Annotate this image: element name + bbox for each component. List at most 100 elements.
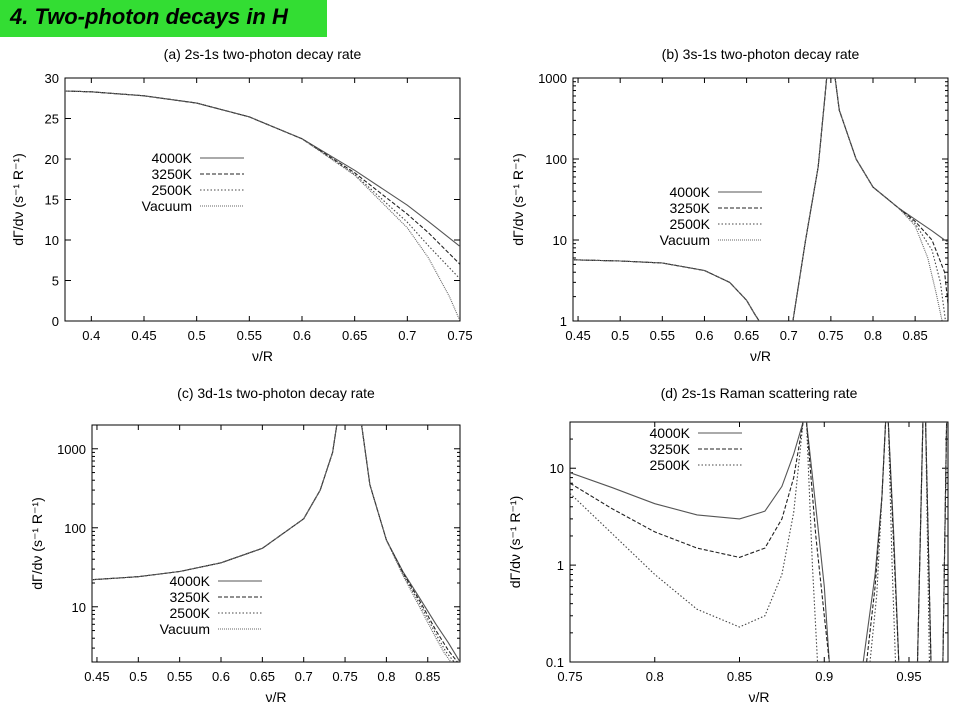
series-line-1 bbox=[92, 425, 458, 662]
legend-label: Vacuum bbox=[160, 621, 210, 637]
x-tick-label: 0.8 bbox=[864, 328, 882, 343]
series-line-0 bbox=[92, 425, 460, 662]
y-tick-label: 0 bbox=[52, 314, 59, 329]
y-tick-label: 10 bbox=[72, 600, 86, 615]
y-axis-label: dΓ/dν (s⁻¹ R⁻¹) bbox=[29, 497, 45, 590]
x-tick-label: 0.55 bbox=[167, 669, 192, 684]
section-banner: 4. Two-photon decays in H bbox=[0, 0, 327, 37]
series-line-1 bbox=[573, 78, 948, 321]
x-axis-label: ν/R bbox=[749, 689, 770, 705]
plot-frame bbox=[572, 77, 949, 322]
chart-panel-0: (a) 2s-1s two-photon decay rate 0.4 0.45 0.… bbox=[10, 46, 473, 364]
y-tick-label: 1 bbox=[560, 314, 567, 329]
x-tick-label: 0.75 bbox=[557, 669, 582, 684]
legend-label: 4000K bbox=[670, 184, 711, 200]
x-tick-label: 0.45 bbox=[565, 328, 590, 343]
chart-title: (d) 2s-1s Raman scattering rate bbox=[661, 385, 858, 401]
x-axis-label: ν/R bbox=[750, 348, 771, 364]
x-tick-label: 0.65 bbox=[250, 669, 275, 684]
y-tick-label: 5 bbox=[52, 274, 59, 289]
x-tick-label: 0.45 bbox=[84, 669, 109, 684]
x-axis-label: ν/R bbox=[266, 689, 287, 705]
legend-label: Vacuum bbox=[660, 232, 710, 248]
x-tick-label: 0.45 bbox=[131, 328, 156, 343]
y-tick-label: 100 bbox=[545, 152, 567, 167]
series-group bbox=[65, 90, 460, 321]
x-tick-label: 0.85 bbox=[727, 669, 752, 684]
x-axis-label: ν/R bbox=[252, 348, 273, 364]
y-tick-label: 1000 bbox=[538, 71, 567, 86]
plot-frame bbox=[64, 77, 461, 322]
x-tick-label: 0.9 bbox=[815, 669, 833, 684]
y-tick-label: 15 bbox=[45, 193, 59, 208]
series-line-2 bbox=[570, 422, 948, 662]
y-axis-label: dΓ/dν (s⁻¹ R⁻¹) bbox=[10, 153, 26, 246]
series-group bbox=[92, 425, 460, 662]
x-tick-label: 0.65 bbox=[734, 328, 759, 343]
legend-label: 2500K bbox=[170, 605, 211, 621]
x-tick-label: 0.7 bbox=[295, 669, 313, 684]
series-line-2 bbox=[92, 425, 455, 662]
y-tick-label: 20 bbox=[45, 152, 59, 167]
x-tick-label: 0.75 bbox=[818, 328, 843, 343]
chart-panel-3: (d) 2s-1s Raman scattering rate 0.75 0.8 0.… bbox=[507, 385, 949, 705]
x-tick-label: 0.85 bbox=[415, 669, 440, 684]
x-tick-label: 0.75 bbox=[332, 669, 357, 684]
series-line-2 bbox=[65, 90, 460, 280]
x-tick-label: 0.75 bbox=[447, 328, 472, 343]
series-line-3 bbox=[65, 90, 460, 321]
series-group bbox=[573, 78, 948, 321]
series-line-2 bbox=[573, 78, 947, 321]
series-line-0 bbox=[65, 90, 460, 247]
y-tick-label: 25 bbox=[45, 112, 59, 127]
legend-label: 3250K bbox=[152, 166, 193, 182]
legend-label: 3250K bbox=[650, 441, 691, 457]
x-tick-label: 0.5 bbox=[188, 328, 206, 343]
y-tick-label: 1000 bbox=[57, 442, 86, 457]
x-tick-label: 0.6 bbox=[695, 328, 713, 343]
x-tick-label: 0.55 bbox=[237, 328, 262, 343]
legend-label: 4000K bbox=[650, 425, 691, 441]
plot-frame bbox=[91, 424, 461, 663]
x-tick-label: 0.6 bbox=[293, 328, 311, 343]
x-tick-label: 0.6 bbox=[212, 669, 230, 684]
y-axis-label: dΓ/dν (s⁻¹ R⁻¹) bbox=[510, 153, 526, 246]
x-tick-label: 0.95 bbox=[896, 669, 921, 684]
page-title: 4. Two-photon decays in H bbox=[10, 4, 288, 29]
legend-label: 3250K bbox=[170, 589, 211, 605]
y-tick-label: 100 bbox=[64, 521, 86, 536]
chart-title: (a) 2s-1s two-photon decay rate bbox=[164, 46, 362, 62]
chart-title: (b) 3s-1s two-photon decay rate bbox=[662, 46, 860, 62]
x-tick-label: 0.7 bbox=[780, 328, 798, 343]
plot-frame bbox=[569, 421, 949, 663]
x-tick-label: 0.7 bbox=[398, 328, 416, 343]
series-group bbox=[570, 422, 948, 662]
legend-label: 2500K bbox=[670, 216, 711, 232]
y-tick-label: 1 bbox=[557, 558, 564, 573]
x-tick-label: 0.55 bbox=[650, 328, 675, 343]
chart-title: (c) 3d-1s two-photon decay rate bbox=[177, 385, 375, 401]
series-line-3 bbox=[573, 78, 943, 321]
chart-panel-1: (b) 3s-1s two-photon decay rate 0.45 0.5 0.… bbox=[510, 46, 949, 364]
legend-label: 4000K bbox=[152, 150, 193, 166]
series-line-1 bbox=[65, 90, 460, 265]
x-tick-label: 0.8 bbox=[377, 669, 395, 684]
x-tick-label: 0.8 bbox=[646, 669, 664, 684]
y-tick-label: 10 bbox=[553, 233, 567, 248]
chart-panel-2: (c) 3d-1s two-photon decay rate 0.45 0.5 0.… bbox=[29, 385, 461, 705]
x-tick-label: 0.4 bbox=[82, 328, 100, 343]
y-tick-label: 30 bbox=[45, 71, 59, 86]
series-line-1 bbox=[570, 422, 948, 662]
series-line-0 bbox=[573, 78, 948, 321]
x-tick-label: 0.65 bbox=[342, 328, 367, 343]
y-tick-label: 10 bbox=[45, 233, 59, 248]
legend-label: 3250K bbox=[670, 200, 711, 216]
legend-label: Vacuum bbox=[142, 198, 192, 214]
x-tick-label: 0.5 bbox=[611, 328, 629, 343]
legend-label: 2500K bbox=[650, 457, 691, 473]
x-tick-label: 0.85 bbox=[902, 328, 927, 343]
y-axis-label: dΓ/dν (s⁻¹ R⁻¹) bbox=[507, 496, 523, 589]
legend-label: 2500K bbox=[152, 182, 193, 198]
x-tick-label: 0.5 bbox=[129, 669, 147, 684]
